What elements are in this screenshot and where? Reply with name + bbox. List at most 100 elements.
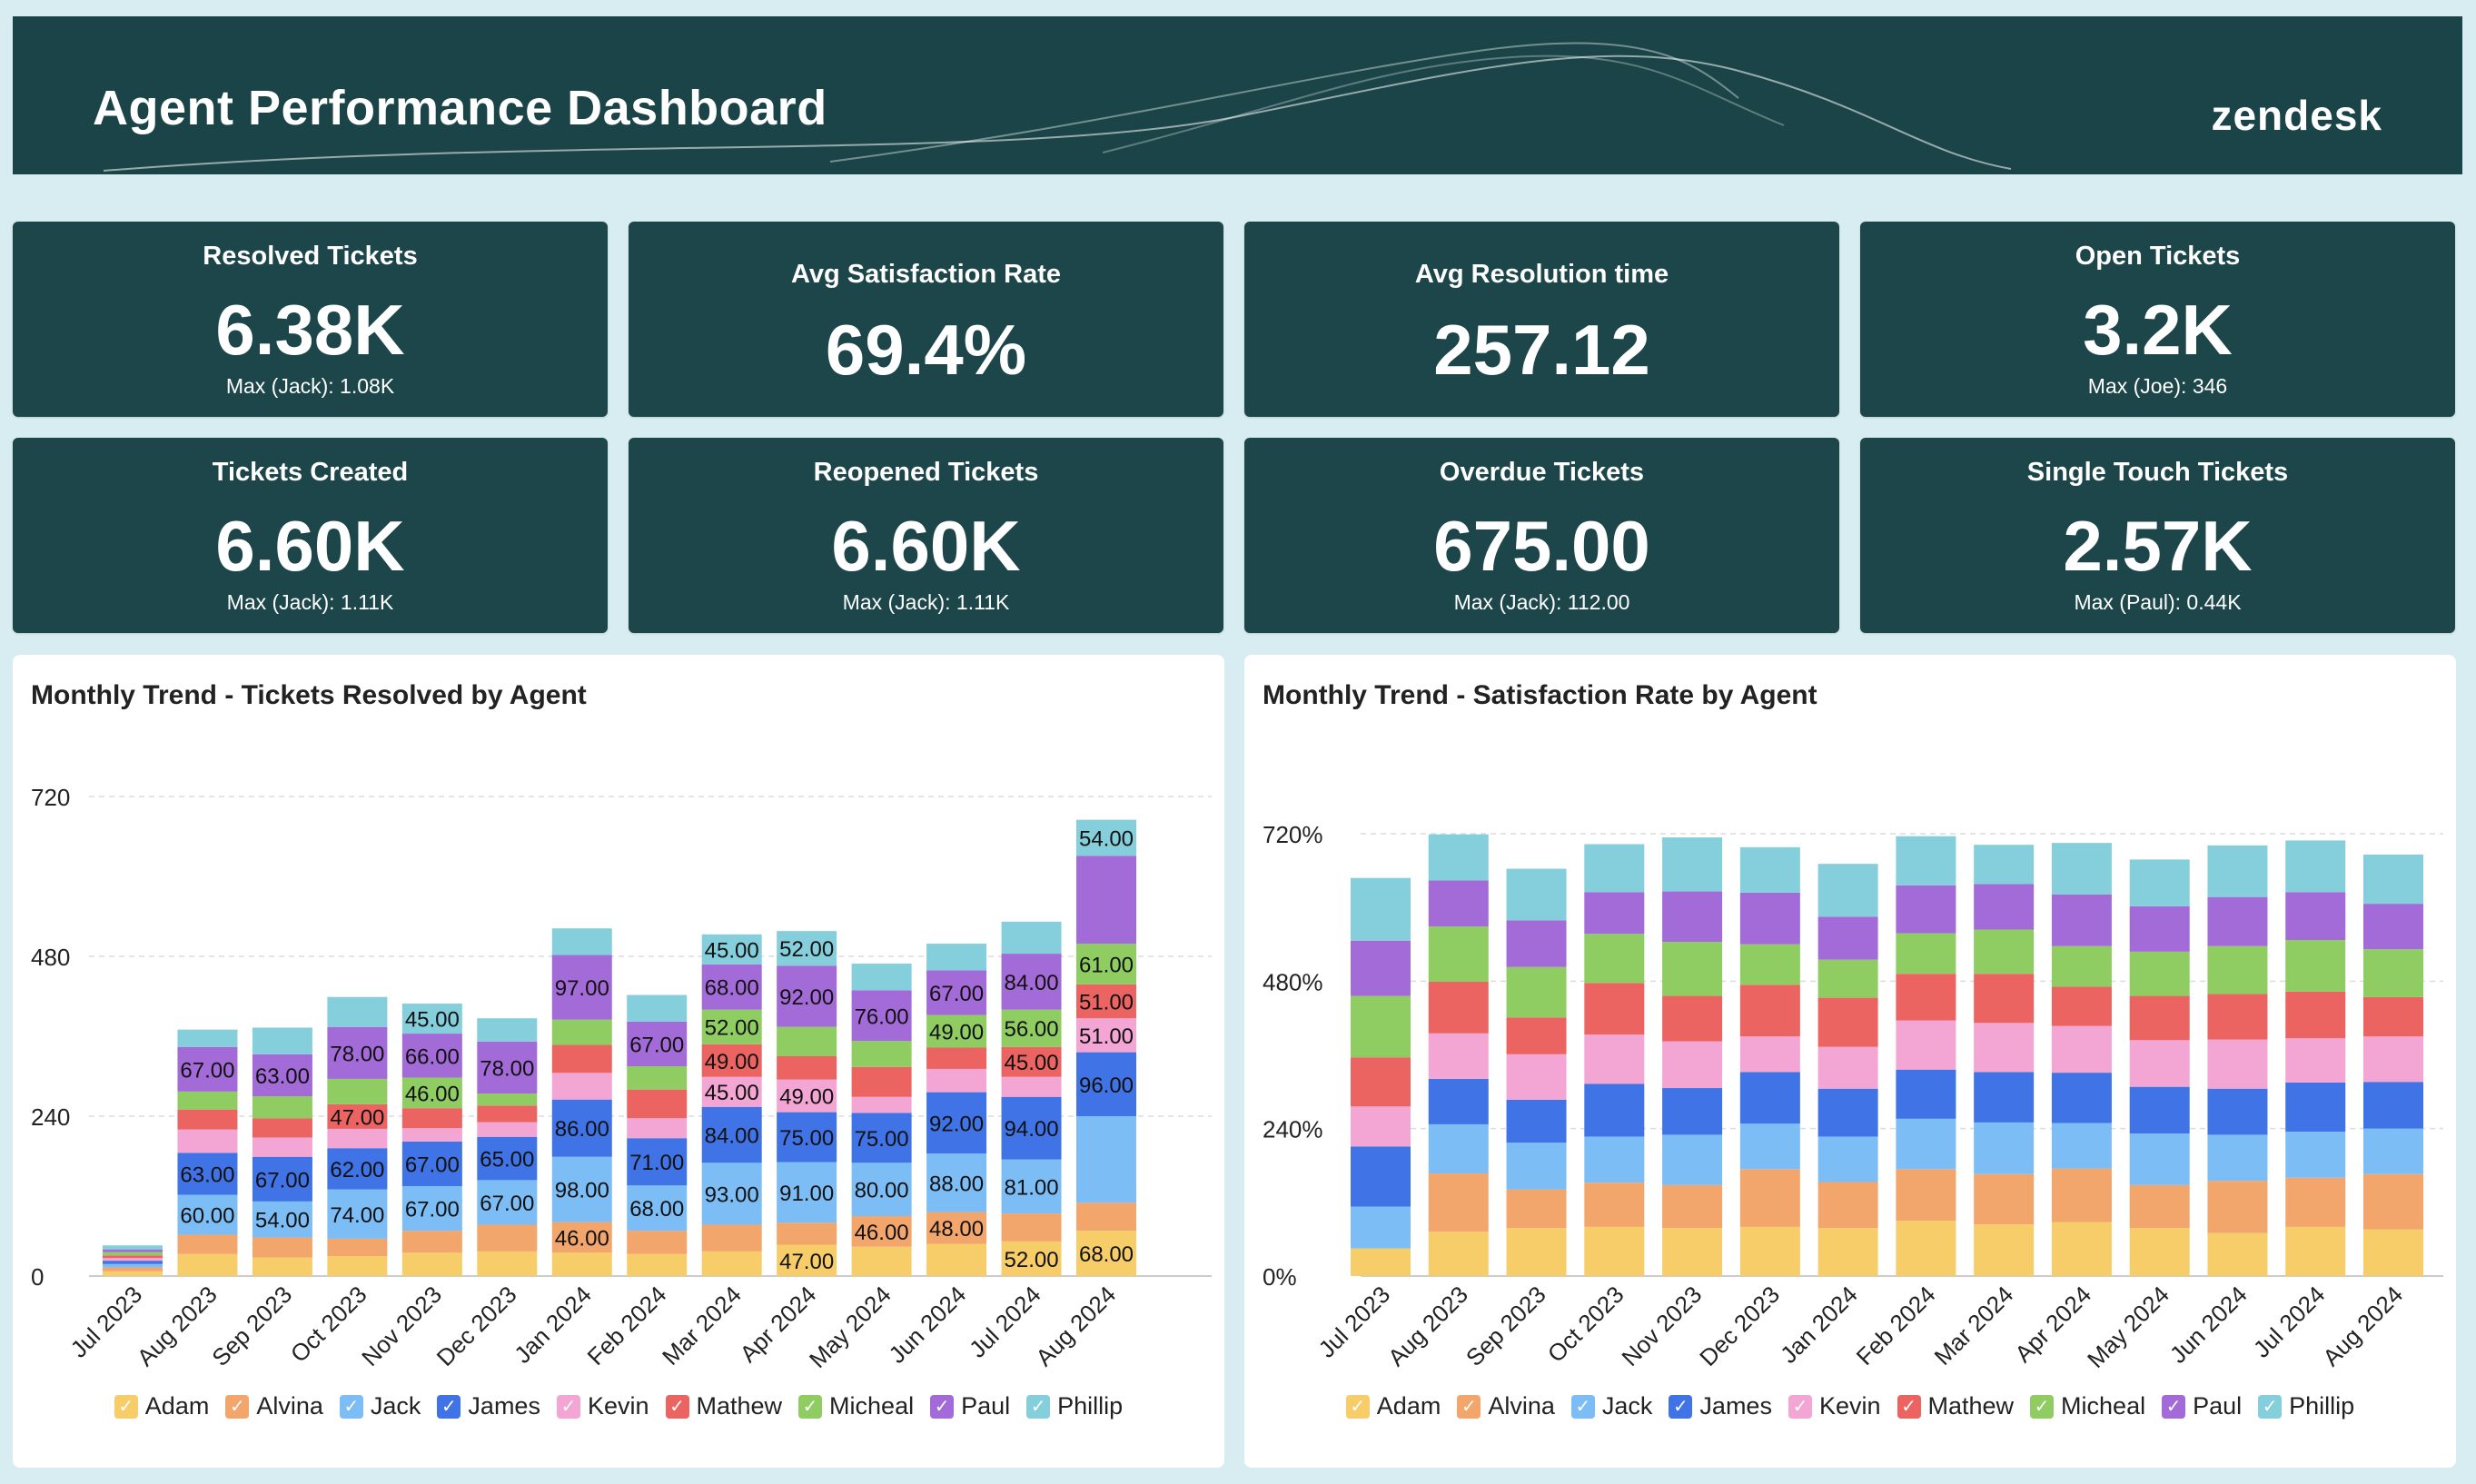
- legend-item-micheal[interactable]: ✓ Micheal: [798, 1392, 914, 1420]
- bar-segment-paul-aug-2023[interactable]: [1428, 880, 1489, 927]
- legend-item-micheal[interactable]: ✓ Micheal: [2030, 1392, 2145, 1420]
- bar-segment-micheal-nov-2023[interactable]: [1662, 942, 1723, 996]
- bar-segment-james-aug-2023[interactable]: [177, 1153, 238, 1195]
- legend-item-james[interactable]: ✓ James: [1669, 1392, 1772, 1420]
- legend-checkbox-icon[interactable]: ✓: [1026, 1394, 1051, 1419]
- bar-segment-adam-aug-2024[interactable]: [2363, 1229, 2423, 1276]
- bar-segment-adam-jul-2023[interactable]: [103, 1271, 163, 1276]
- bar-segment-mathew-jan-2024[interactable]: [1817, 997, 1878, 1047]
- bar-segment-jack-jul-2023[interactable]: [103, 1263, 163, 1268]
- bar-segment-alvina-nov-2023[interactable]: [401, 1231, 462, 1253]
- bar-segment-alvina-jun-2024[interactable]: [926, 1212, 987, 1244]
- bar-segment-alvina-feb-2024[interactable]: [1896, 1169, 1956, 1222]
- bar-segment-micheal-oct-2023[interactable]: [327, 1078, 388, 1104]
- bar-segment-alvina-sep-2023[interactable]: [1506, 1189, 1567, 1229]
- kpi-reopened-tickets[interactable]: Reopened Tickets 6.60K Max (Jack): 1.11K: [629, 438, 1223, 633]
- bar-segment-kevin-jul-2024[interactable]: [1001, 1076, 1062, 1097]
- bar-segment-james-jan-2024[interactable]: [1817, 1088, 1878, 1137]
- bar-segment-phillip-aug-2023[interactable]: [1428, 834, 1489, 881]
- bar-segment-kevin-nov-2023[interactable]: [1662, 1041, 1723, 1089]
- bar-segment-paul-sep-2023[interactable]: [252, 1054, 312, 1096]
- legend-checkbox-icon[interactable]: ✓: [114, 1394, 138, 1419]
- bar-segment-phillip-dec-2023[interactable]: [477, 1018, 538, 1042]
- bar-segment-kevin-jan-2024[interactable]: [551, 1073, 612, 1100]
- bar-segment-micheal-jul-2024[interactable]: [1001, 1009, 1062, 1047]
- bar-segment-mathew-feb-2024[interactable]: [627, 1089, 688, 1119]
- legend-item-alvina[interactable]: ✓ Alvina: [1457, 1392, 1555, 1420]
- bar-segment-alvina-apr-2024[interactable]: [2051, 1168, 2112, 1222]
- bar-segment-paul-sep-2023[interactable]: [1506, 920, 1567, 967]
- bar-segment-micheal-sep-2023[interactable]: [252, 1096, 312, 1119]
- bar-segment-jack-mar-2024[interactable]: [701, 1162, 762, 1225]
- bar-segment-mathew-dec-2023[interactable]: [477, 1105, 538, 1123]
- bar-segment-jack-oct-2023[interactable]: [327, 1189, 388, 1239]
- bar-segment-alvina-feb-2024[interactable]: [627, 1231, 688, 1254]
- bar-segment-adam-jun-2024[interactable]: [926, 1243, 987, 1276]
- legend-item-alvina[interactable]: ✓ Alvina: [225, 1392, 323, 1420]
- bar-segment-alvina-mar-2024[interactable]: [1974, 1173, 2035, 1225]
- bar-segment-mathew-sep-2023[interactable]: [1506, 1017, 1567, 1054]
- bar-segment-james-jun-2024[interactable]: [2207, 1088, 2268, 1135]
- bar-segment-kevin-jul-2023[interactable]: [1351, 1106, 1411, 1147]
- legend-checkbox-icon[interactable]: ✓: [798, 1394, 823, 1419]
- kpi-single-touch-tickets[interactable]: Single Touch Tickets 2.57K Max (Paul): 0…: [1860, 438, 2455, 633]
- bar-segment-phillip-jul-2023[interactable]: [1351, 877, 1411, 941]
- bar-segment-phillip-apr-2024[interactable]: [777, 931, 837, 966]
- bar-segment-phillip-nov-2023[interactable]: [401, 1004, 462, 1034]
- bar-segment-jack-jan-2024[interactable]: [551, 1156, 612, 1222]
- bar-segment-micheal-jan-2024[interactable]: [1817, 959, 1878, 998]
- legend-checkbox-icon[interactable]: ✓: [2162, 1394, 2186, 1419]
- bar-segment-adam-aug-2023[interactable]: [1428, 1232, 1489, 1276]
- bar-segment-alvina-jun-2024[interactable]: [2207, 1181, 2268, 1233]
- bar-segment-jack-sep-2023[interactable]: [252, 1201, 312, 1238]
- bar-segment-kevin-apr-2024[interactable]: [2051, 1025, 2112, 1073]
- bar-segment-jack-dec-2023[interactable]: [477, 1180, 538, 1225]
- kpi-tickets-created[interactable]: Tickets Created 6.60K Max (Jack): 1.11K: [13, 438, 608, 633]
- legend-checkbox-icon[interactable]: ✓: [1345, 1394, 1370, 1419]
- bar-segment-james-sep-2023[interactable]: [252, 1156, 312, 1202]
- bar-segment-mathew-mar-2024[interactable]: [1974, 974, 2035, 1024]
- bar-segment-jack-may-2024[interactable]: [851, 1162, 912, 1216]
- bar-segment-micheal-aug-2024[interactable]: [1076, 944, 1136, 984]
- legend-checkbox-icon[interactable]: ✓: [1570, 1394, 1595, 1419]
- bar-segment-micheal-dec-2023[interactable]: [477, 1093, 538, 1106]
- bar-segment-james-dec-2023[interactable]: [477, 1136, 538, 1181]
- bar-segment-jack-nov-2023[interactable]: [401, 1186, 462, 1232]
- bar-segment-kevin-jun-2024[interactable]: [926, 1068, 987, 1093]
- bar-segment-phillip-mar-2024[interactable]: [701, 934, 762, 965]
- bar-segment-jack-sep-2023[interactable]: [1506, 1143, 1567, 1190]
- bar-segment-jack-aug-2024[interactable]: [1076, 1116, 1136, 1203]
- legend-checkbox-icon[interactable]: ✓: [556, 1394, 580, 1419]
- bar-segment-james-feb-2024[interactable]: [1896, 1069, 1956, 1119]
- bar-segment-jack-oct-2023[interactable]: [1584, 1136, 1645, 1183]
- bar-segment-james-feb-2024[interactable]: [627, 1138, 688, 1186]
- legend-checkbox-icon[interactable]: ✓: [665, 1394, 689, 1419]
- bar-segment-phillip-feb-2024[interactable]: [627, 994, 688, 1022]
- bar-segment-phillip-may-2024[interactable]: [2129, 859, 2190, 906]
- bar-segment-micheal-jan-2024[interactable]: [551, 1019, 612, 1045]
- bar-segment-jack-apr-2024[interactable]: [2051, 1123, 2112, 1169]
- bar-segment-mathew-jun-2024[interactable]: [926, 1047, 987, 1069]
- bar-segment-mathew-mar-2024[interactable]: [701, 1044, 762, 1077]
- bar-segment-micheal-feb-2024[interactable]: [1896, 933, 1956, 974]
- bar-segment-adam-apr-2024[interactable]: [777, 1244, 837, 1276]
- legend-checkbox-icon[interactable]: ✓: [2258, 1394, 2283, 1419]
- bar-segment-james-may-2024[interactable]: [2129, 1086, 2190, 1134]
- bar-segment-alvina-jul-2024[interactable]: [1001, 1213, 1062, 1242]
- bar-segment-jack-jun-2024[interactable]: [926, 1153, 987, 1212]
- bar-segment-phillip-apr-2024[interactable]: [2051, 843, 2112, 895]
- bar-segment-kevin-sep-2023[interactable]: [1506, 1054, 1567, 1100]
- bar-segment-paul-may-2024[interactable]: [2129, 905, 2190, 952]
- bar-segment-phillip-oct-2023[interactable]: [1584, 844, 1645, 893]
- bar-segment-phillip-jan-2024[interactable]: [551, 928, 612, 955]
- bar-segment-mathew-aug-2024[interactable]: [2363, 996, 2423, 1037]
- bar-segment-alvina-sep-2023[interactable]: [252, 1237, 312, 1258]
- bar-segment-adam-may-2024[interactable]: [2129, 1228, 2190, 1276]
- legend-item-mathew[interactable]: ✓ Mathew: [665, 1392, 782, 1420]
- bar-segment-alvina-jan-2024[interactable]: [1817, 1182, 1878, 1229]
- bar-segment-micheal-feb-2024[interactable]: [627, 1066, 688, 1090]
- bar-segment-jack-jun-2024[interactable]: [2207, 1134, 2268, 1182]
- bar-segment-phillip-jul-2024[interactable]: [2285, 840, 2346, 893]
- bar-segment-paul-jul-2024[interactable]: [2285, 892, 2346, 941]
- legend-item-phillip[interactable]: ✓ Phillip: [2258, 1392, 2354, 1420]
